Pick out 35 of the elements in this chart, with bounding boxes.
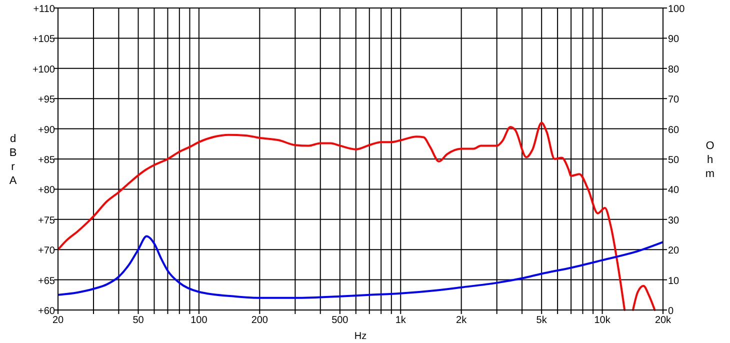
x-tick-label: 100 xyxy=(190,315,208,326)
y2-tick-label: 70 xyxy=(668,94,680,106)
y2-tick-label: 50 xyxy=(668,155,680,166)
y2-tick-label: 40 xyxy=(668,185,680,196)
y-tick-label: +60 xyxy=(38,306,56,317)
y2-tick-label: 20 xyxy=(668,246,680,257)
x-tick-label: 20 xyxy=(52,315,64,326)
y2-tick-label: 90 xyxy=(668,34,680,46)
x-tick-label: 1k xyxy=(395,315,407,326)
x-tick-label: 200 xyxy=(251,315,268,326)
x-tick-label: 500 xyxy=(332,315,349,326)
y-tick-label: +85 xyxy=(38,155,56,166)
y2-tick-label: 10 xyxy=(668,276,680,287)
y-tick-label: +90 xyxy=(38,124,56,136)
y-tick-label: +65 xyxy=(38,276,56,287)
y2-tick-label: 60 xyxy=(668,124,680,136)
x-tick-label: 10k xyxy=(594,315,612,326)
x-tick-label: 5k xyxy=(536,315,548,326)
y-tick-label: +80 xyxy=(38,185,56,196)
y-tick-label: +100 xyxy=(32,64,56,76)
x-tick-label: 50 xyxy=(132,315,144,326)
y2-tick-label: 80 xyxy=(668,64,680,76)
y2-tick-label: 30 xyxy=(668,215,680,226)
x-tick-label: 2k xyxy=(456,315,468,326)
y-tick-label: +70 xyxy=(38,246,56,257)
y2-tick-label: 0 xyxy=(668,306,674,317)
y-tick-label: +105 xyxy=(32,34,56,46)
y2-axis-title: Ohm xyxy=(705,140,715,180)
x-axis-title: Hz xyxy=(354,331,367,342)
y-tick-label: +75 xyxy=(38,215,56,226)
y-axis-title: dBrA xyxy=(9,133,18,187)
y2-tick-label: 100 xyxy=(668,4,686,15)
x-tick-label: 20k xyxy=(654,315,672,326)
y-tick-label: +110 xyxy=(33,4,56,15)
y-tick-label: +95 xyxy=(38,94,56,106)
